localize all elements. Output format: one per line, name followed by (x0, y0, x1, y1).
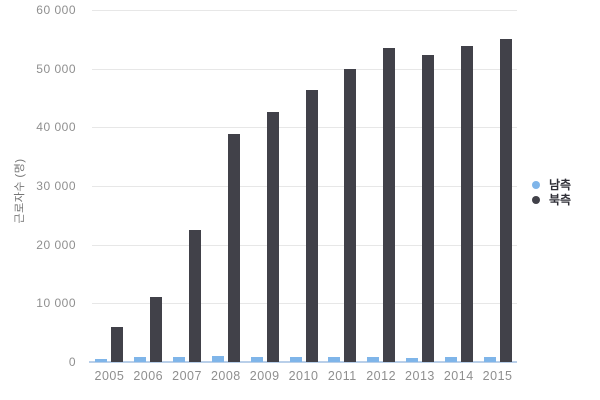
x-tick-label: 2015 (482, 369, 513, 383)
gridline (92, 10, 517, 11)
x-tick-label: 2005 (94, 369, 125, 383)
bar-남측-2012 (367, 357, 379, 362)
bar-북측-2008 (228, 133, 240, 362)
bar-남측-2014 (445, 357, 457, 362)
bar-남측-2006 (134, 357, 146, 362)
x-tick-label: 2010 (288, 369, 319, 383)
bar-남측-2010 (290, 357, 302, 362)
legend: 남측 북측 (532, 177, 571, 207)
bar-북측-2015 (500, 39, 512, 362)
bar-남측-2013 (406, 357, 418, 362)
bar-북측-2011 (344, 69, 356, 362)
y-tick-label: 0 (68, 355, 76, 369)
bar-남측-2009 (251, 356, 263, 362)
gridline (92, 303, 517, 305)
x-tick-label: 2008 (210, 369, 241, 383)
x-tick-label: 2009 (249, 369, 280, 383)
legend-item-남측[interactable]: 남측 (532, 177, 571, 192)
bar-북측-2013 (422, 55, 434, 362)
y-tick-label: 40 000 (36, 120, 76, 135)
bar-남측-2015 (484, 357, 496, 362)
x-tick-label: 2013 (405, 369, 435, 383)
y-tick-label: 10 000 (36, 296, 76, 311)
legend-label: 남측 (549, 178, 572, 192)
bar-북측-2005 (111, 326, 123, 362)
x-tick-label: 2011 (327, 369, 357, 383)
bar-남측-2008 (212, 355, 224, 362)
gridline (92, 244, 517, 246)
bar-북측-2007 (189, 229, 201, 362)
bar-남측-2007 (173, 357, 185, 362)
gridline (92, 68, 517, 70)
bar-북측-2006 (150, 296, 162, 362)
bar-북측-2014 (461, 45, 473, 362)
bar-북측-2010 (306, 90, 318, 362)
legend-item-북측[interactable]: 북측 (532, 192, 571, 207)
x-tick-label: 2007 (172, 369, 202, 383)
gridline (92, 186, 517, 187)
y-tick-label: 60 000 (36, 3, 76, 17)
bar-북측-2012 (383, 48, 395, 362)
y-tick-label: 20 000 (36, 237, 76, 252)
bar-남측-2005 (95, 359, 107, 362)
legend-label: 북측 (549, 193, 572, 207)
legend-dot-icon (532, 180, 540, 189)
x-tick-label: 2012 (366, 369, 397, 383)
legend-dot-icon (532, 195, 540, 204)
x-axis-baseline (89, 361, 517, 363)
bar-북측-2009 (267, 112, 279, 362)
gridline (92, 127, 517, 129)
bar-남측-2011 (328, 357, 340, 362)
y-tick-label: 30 000 (36, 179, 76, 193)
x-tick-label: 2014 (443, 369, 474, 383)
y-tick-label: 50 000 (36, 61, 76, 76)
x-tick-label: 2006 (133, 369, 164, 383)
